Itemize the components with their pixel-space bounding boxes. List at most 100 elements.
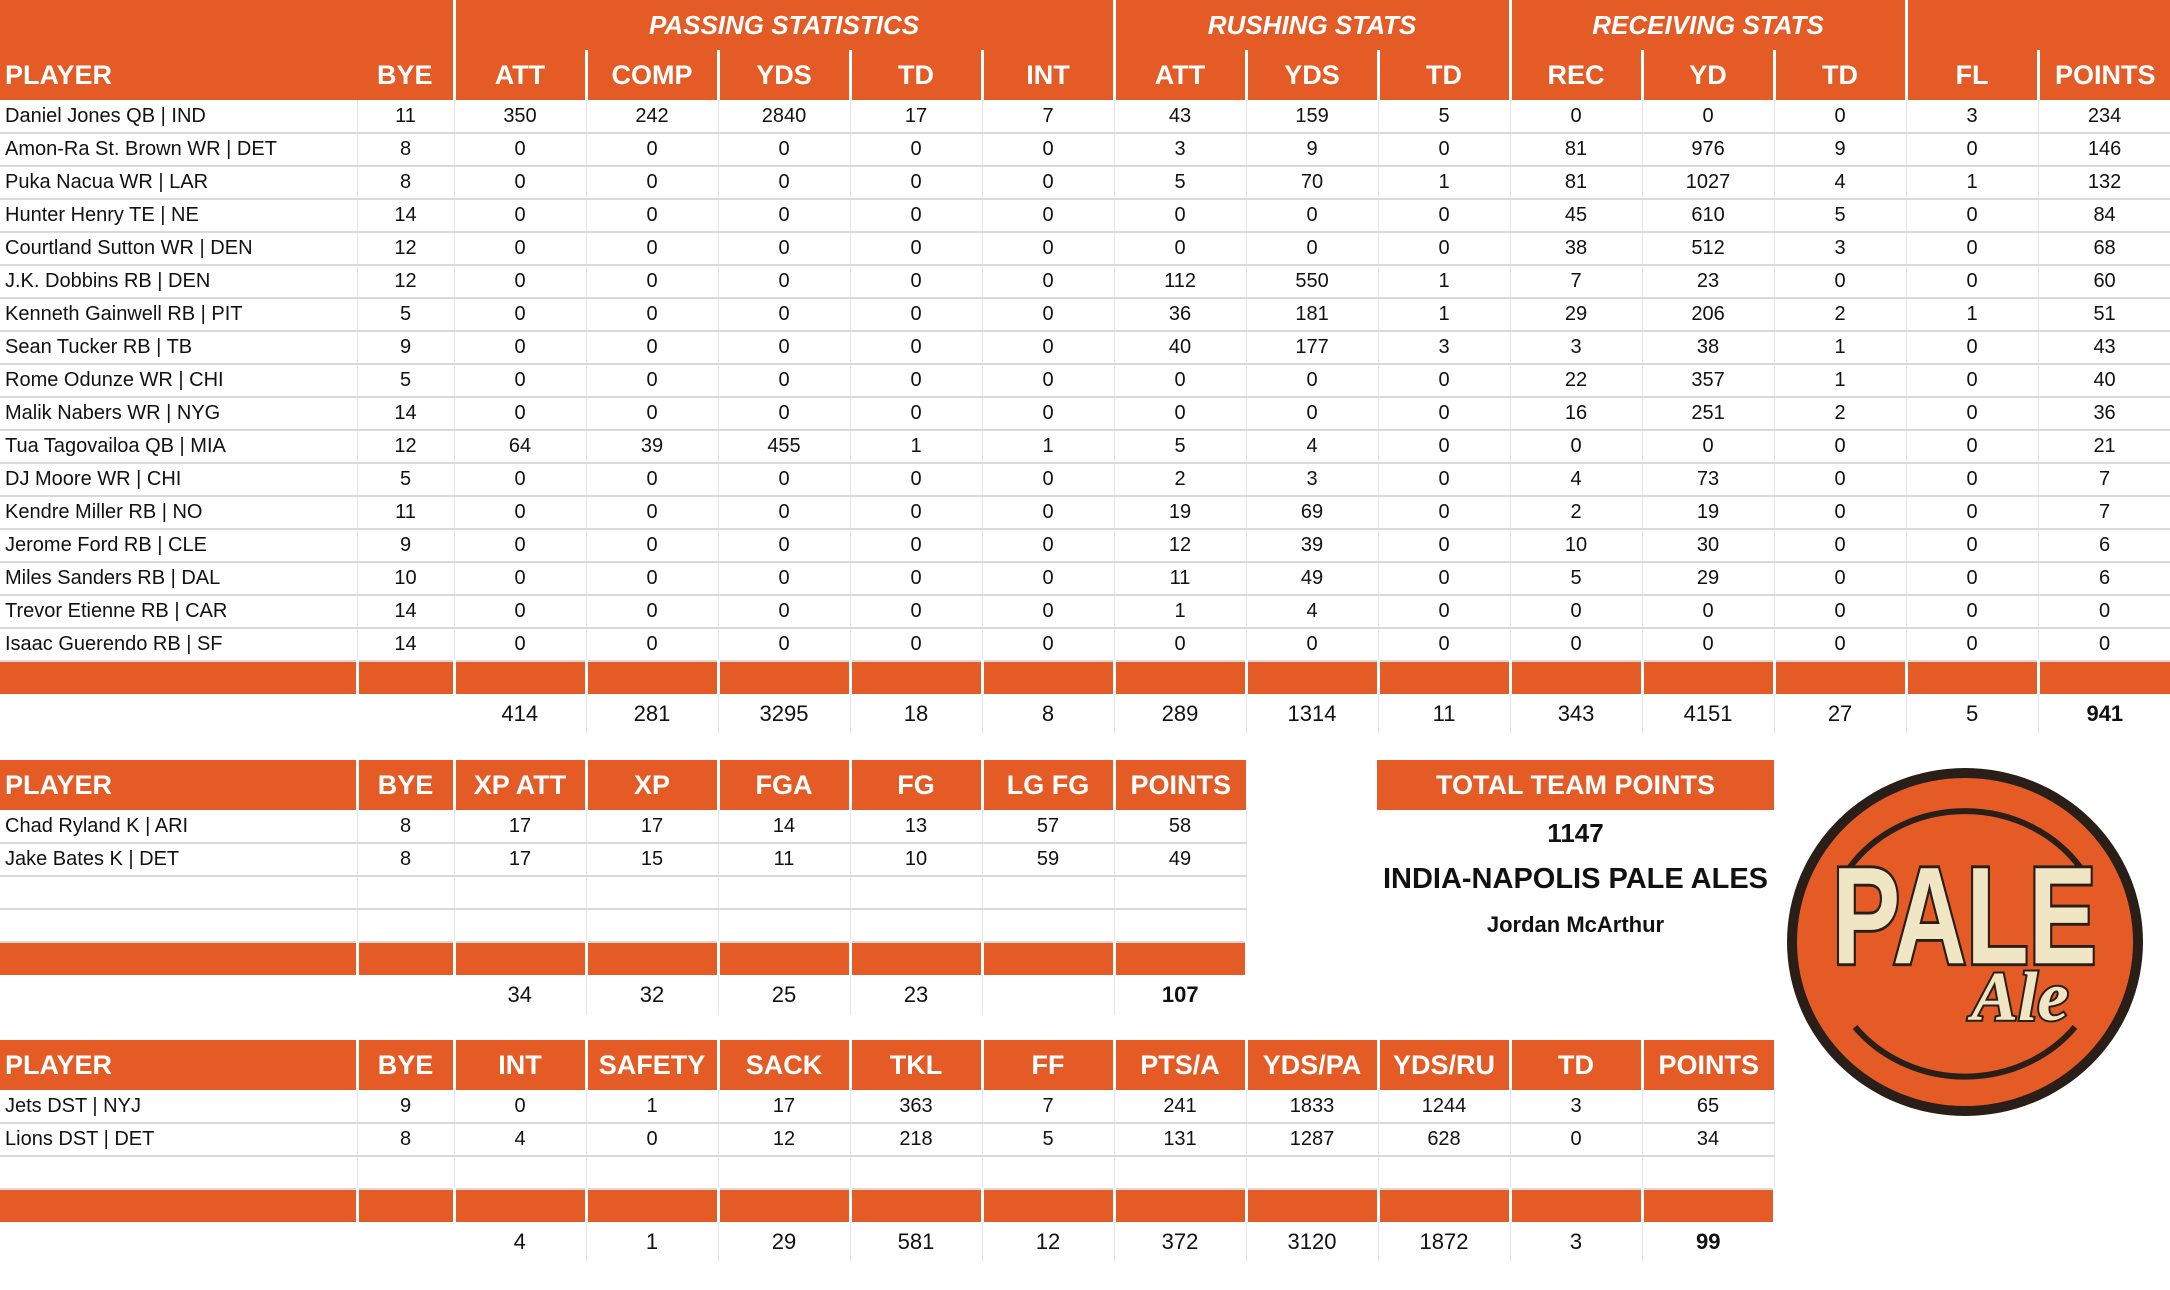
stat-td: 17 [850, 100, 983, 134]
stat-yds: 177 [1246, 331, 1379, 365]
stat-bye: 9 [357, 529, 455, 563]
stat-bye: 12 [357, 232, 455, 266]
stat-td: 0 [1378, 199, 1511, 233]
stat-yds: 4 [1246, 595, 1379, 629]
stat-att: 0 [454, 529, 587, 563]
stat-fl: 0 [1906, 595, 2039, 629]
offense-stats-table: PASSING STATISTICS RUSHING STATS RECEIVI… [0, 0, 2170, 734]
divider-cell [586, 1189, 720, 1222]
stat-yds: 0 [718, 166, 851, 200]
empty-cell [982, 1156, 1115, 1190]
stat-att: 0 [454, 628, 587, 662]
total-yds-ru: 1872 [1378, 1222, 1511, 1262]
total-yds: 3295 [718, 694, 851, 734]
stat-td: 0 [850, 331, 983, 365]
player-row: Hunter Henry TE | NE 14 0 0 0 0 0 0 0 0 45 610 5 0 84 [0, 199, 2170, 233]
player-row: Amon-Ra St. Brown WR | DET 8 0 0 0 0 0 3 9 0 81 976… [0, 133, 2170, 167]
kicker_table-col-fga-header: FGA [716, 760, 850, 810]
stat-td: 0 [1774, 100, 1907, 134]
stat-points: 60 [2038, 265, 2170, 299]
svg-text:PALE: PALE [1832, 838, 2096, 993]
stat-rec: 22 [1510, 364, 1643, 398]
main_table-col-att-header: ATT [452, 50, 586, 100]
stat-td: 0 [1510, 1123, 1643, 1157]
stat-fl: 0 [1906, 133, 2039, 167]
stat-att: 0 [1114, 397, 1247, 431]
main_table-col-td-header: TD [1772, 50, 1907, 100]
divider-cell [1642, 1189, 1776, 1222]
stat-tkl: 363 [850, 1090, 983, 1124]
stat-rec: 10 [1510, 529, 1643, 563]
stat-td: 0 [850, 265, 983, 299]
empty-cell [1246, 1156, 1379, 1190]
main_table-col-rec-header: REC [1508, 50, 1643, 100]
divider-cell [454, 661, 588, 694]
stat-bye: 9 [357, 331, 455, 365]
stat-yd: 73 [1642, 463, 1775, 497]
stat-points: 0 [2038, 628, 2170, 662]
player-name: Rome Odunze WR | CHI [0, 364, 358, 398]
stat-fl: 0 [1906, 331, 2039, 365]
stat-tkl: 218 [850, 1123, 983, 1157]
divider-cell [718, 1189, 852, 1222]
stat-td: 0 [1378, 628, 1511, 662]
stat-comp: 0 [586, 298, 719, 332]
passing-group-header: PASSING STATISTICS [452, 0, 1115, 50]
player-name: Puka Nacua WR | LAR [0, 166, 358, 200]
total-comp: 281 [586, 694, 719, 734]
stat-td: 0 [1378, 463, 1511, 497]
stat-td: 1 [1378, 166, 1511, 200]
stat-bye: 12 [357, 430, 455, 464]
stat-td: 0 [850, 199, 983, 233]
stat-td: 1 [1774, 364, 1907, 398]
totals-empty-cell [0, 1222, 357, 1262]
player-name: Jake Bates K | DET [0, 843, 358, 877]
divider-cell [0, 661, 359, 694]
empty-cell [1114, 909, 1247, 943]
stat-safety: 1 [586, 1090, 719, 1124]
stat-att: 0 [454, 298, 587, 332]
receiving-group-header: RECEIVING STATS [1508, 0, 1907, 50]
stat-int: 0 [982, 232, 1115, 266]
stat-rec: 3 [1510, 331, 1643, 365]
totals-empty-cell [357, 1222, 454, 1262]
stat-int: 0 [982, 364, 1115, 398]
stat-td: 0 [850, 397, 983, 431]
total-safety: 1 [586, 1222, 719, 1262]
divider-cell [454, 942, 588, 975]
player-row: Sean Tucker RB | TB 9 0 0 0 0 0 40 177 3 3 38 1 0 43 [0, 331, 2170, 365]
stat-fl: 0 [1906, 430, 2039, 464]
empty-cell [1114, 1156, 1247, 1190]
stat-sack: 17 [718, 1090, 851, 1124]
stat-yds: 0 [718, 397, 851, 431]
player-row: Trevor Etienne RB | CAR 14 0 0 0 0 0 1 4 0 0 0 0 0 0 [0, 595, 2170, 629]
stat-int: 0 [982, 496, 1115, 530]
kicker_table-col-fg-header: FG [848, 760, 982, 810]
stat-fl: 3 [1906, 100, 2039, 134]
stat-int: 0 [454, 1090, 587, 1124]
player-row: Puka Nacua WR | LAR 8 0 0 0 0 0 5 70 1 81 1027 4 1 132 [0, 166, 2170, 200]
stat-td: 0 [1774, 595, 1907, 629]
main_table-col-td-header: TD [848, 50, 982, 100]
defense_table-col-yds-pa-header: YDS/PA [1244, 1040, 1378, 1090]
stat-rec: 0 [1510, 628, 1643, 662]
stat-yd: 23 [1642, 265, 1775, 299]
stat-points: 7 [2038, 496, 2170, 530]
player-name: Trevor Etienne RB | CAR [0, 595, 358, 629]
stat-fl: 0 [1906, 562, 2039, 596]
stat-points: 58 [1114, 810, 1247, 844]
stat-bye: 12 [357, 265, 455, 299]
stat-bye: 8 [357, 166, 455, 200]
stat-yds: 2840 [718, 100, 851, 134]
stat-rec: 2 [1510, 496, 1643, 530]
stat-fl: 0 [1906, 628, 2039, 662]
defense_table-col-yds-ru-header: YDS/RU [1376, 1040, 1510, 1090]
player-row: Courtland Sutton WR | DEN 12 0 0 0 0 0 0 0 0 38 512… [0, 232, 2170, 266]
stat-int: 4 [454, 1123, 587, 1157]
player-name: Courtland Sutton WR | DEN [0, 232, 358, 266]
stat-td: 4 [1774, 166, 1907, 200]
stat-att: 5 [1114, 166, 1247, 200]
main_table-col-points-header: POINTS [2036, 50, 2170, 100]
kicker_table-col-points-header: POINTS [1112, 760, 1246, 810]
defense_table-col-pts-a-header: PTS/A [1112, 1040, 1246, 1090]
